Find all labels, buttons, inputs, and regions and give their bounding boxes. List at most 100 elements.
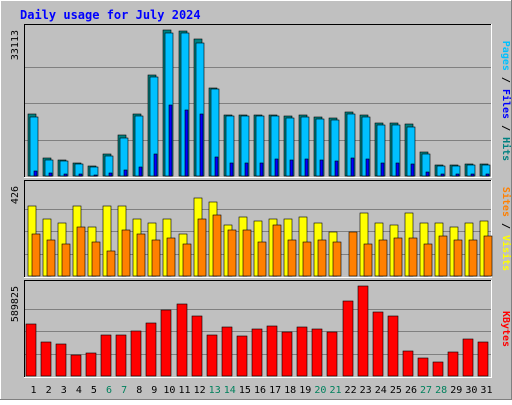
legend-part: / <box>500 119 511 137</box>
legend-part: KBytes <box>500 311 511 347</box>
bar-pages-day-7 <box>123 169 128 177</box>
bar-kbytes-day-11 <box>176 303 188 377</box>
bar-kbytes-day-14 <box>221 326 233 377</box>
bar-pages-day-20 <box>319 159 324 177</box>
panel-visits-sites: 426 Sites / Visits <box>10 180 512 278</box>
x-tick-label-day-29: 29 <box>450 385 462 396</box>
bar-pages-day-1 <box>33 170 38 177</box>
x-tick-label-day-10: 10 <box>163 385 175 396</box>
legend-part: Sites <box>500 187 512 217</box>
panel-kbytes: 589825 KBytes <box>10 280 511 378</box>
bar-sites-day-15 <box>242 229 252 277</box>
bar-pages-day-27 <box>425 171 430 177</box>
bar-pages-day-31 <box>485 173 490 177</box>
bar-kbytes-day-22 <box>342 300 354 377</box>
bar-kbytes-day-17 <box>266 325 278 377</box>
bar-sites-day-17 <box>272 224 282 277</box>
bar-pages-day-17 <box>274 158 279 177</box>
bar-pages-day-26 <box>410 163 415 177</box>
x-tick-label-day-20: 20 <box>314 385 326 396</box>
bar-files-day-1 <box>29 116 39 177</box>
bar-pages-day-23 <box>365 158 370 177</box>
bar-pages-day-15 <box>244 162 249 177</box>
bar-sites-day-1 <box>31 233 41 277</box>
bar-sites-day-30 <box>468 239 478 277</box>
bar-kbytes-day-23 <box>357 285 369 377</box>
bar-sites-day-3 <box>61 243 71 277</box>
x-tick-label-day-1: 1 <box>31 385 37 396</box>
x-tick-label-day-26: 26 <box>405 385 417 396</box>
x-tick-label-day-25: 25 <box>390 385 402 396</box>
bar-sites-day-8 <box>136 233 146 277</box>
bar-kbytes-day-20 <box>311 328 323 377</box>
bar-kbytes-day-15 <box>236 335 248 377</box>
legend-part: / <box>500 217 511 235</box>
bar-sites-day-9 <box>151 239 161 277</box>
bar-sites-day-21 <box>332 241 342 277</box>
x-tick-label-day-9: 9 <box>151 385 157 396</box>
bar-kbytes-day-1 <box>25 323 37 377</box>
bar-kbytes-day-6 <box>100 334 112 377</box>
bar-sites-day-25 <box>393 237 403 277</box>
bar-sites-day-12 <box>197 218 207 277</box>
series-legend-label: KBytes <box>500 311 511 347</box>
bar-pages-day-2 <box>48 172 53 177</box>
bar-kbytes-day-9 <box>145 322 157 377</box>
bar-pages-day-29 <box>455 173 460 177</box>
x-tick-label-day-14: 14 <box>224 385 236 396</box>
y-max-label: 33113 <box>10 30 21 60</box>
bar-kbytes-day-29 <box>447 351 459 377</box>
bar-files-day-5 <box>89 166 99 177</box>
legend-part: Files <box>500 89 512 119</box>
bar-pages-day-6 <box>108 172 113 177</box>
x-tick-label-day-12: 12 <box>194 385 206 396</box>
bar-sites-day-24 <box>378 239 388 277</box>
bar-pages-day-13 <box>214 156 219 177</box>
bar-sites-day-18 <box>287 239 297 277</box>
x-tick-label-day-15: 15 <box>239 385 251 396</box>
bar-sites-day-11 <box>182 243 192 277</box>
bar-kbytes-day-4 <box>70 354 82 377</box>
series-legend-label: Pages / Files / Hits <box>500 41 512 161</box>
x-tick-label-day-13: 13 <box>209 385 221 396</box>
x-tick-label-day-24: 24 <box>375 385 387 396</box>
bar-kbytes-day-28 <box>432 361 444 377</box>
bar-kbytes-day-12 <box>191 315 203 377</box>
bar-kbytes-day-30 <box>462 338 474 377</box>
bar-pages-day-10 <box>168 104 173 177</box>
bar-pages-day-11 <box>184 109 189 177</box>
x-tick-label-day-17: 17 <box>269 385 281 396</box>
bar-kbytes-day-26 <box>402 350 414 377</box>
bar-pages-day-12 <box>199 113 204 177</box>
x-tick-label-day-8: 8 <box>136 385 142 396</box>
bar-sites-day-10 <box>166 237 176 277</box>
bar-kbytes-day-5 <box>85 352 97 377</box>
bar-pages-day-24 <box>380 162 385 177</box>
panel-hits-files-pages: 33113 Pages / Files / Hits <box>10 24 512 178</box>
bar-kbytes-day-3 <box>55 343 67 377</box>
bar-pages-day-4 <box>78 173 83 177</box>
legend-part: Visits <box>500 235 512 271</box>
chart-title: Daily usage for July 2024 <box>20 8 201 22</box>
bar-pages-day-9 <box>153 153 158 177</box>
bar-kbytes-day-13 <box>206 334 218 377</box>
x-tick-label-day-18: 18 <box>284 385 296 396</box>
bar-pages-day-18 <box>289 159 294 177</box>
bar-kbytes-day-10 <box>160 309 172 377</box>
x-tick-label-day-31: 31 <box>480 385 492 396</box>
bar-kbytes-day-16 <box>251 328 263 377</box>
bar-kbytes-day-2 <box>40 341 52 377</box>
bar-sites-day-26 <box>408 237 418 277</box>
bar-pages-day-14 <box>229 162 234 177</box>
bar-sites-day-4 <box>76 226 86 277</box>
bar-kbytes-day-24 <box>372 311 384 377</box>
bar-sites-day-22 <box>348 231 358 277</box>
bar-kbytes-day-31 <box>477 341 489 377</box>
bar-pages-day-28 <box>440 173 445 177</box>
bar-sites-day-5 <box>91 241 101 277</box>
bar-sites-day-13 <box>212 214 222 277</box>
x-tick-label-day-2: 2 <box>46 385 52 396</box>
bar-sites-day-16 <box>257 241 267 277</box>
